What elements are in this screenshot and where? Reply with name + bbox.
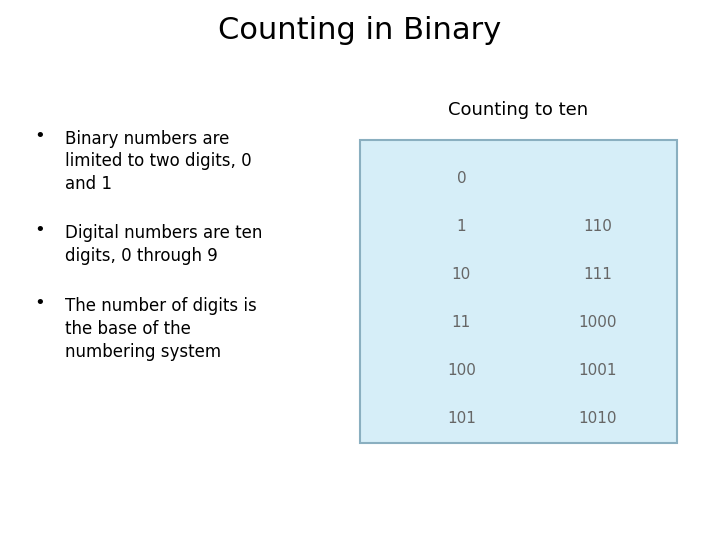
Text: 0: 0 bbox=[456, 171, 466, 186]
Text: 11: 11 bbox=[451, 315, 471, 330]
Text: 111: 111 bbox=[583, 267, 612, 282]
Text: 110: 110 bbox=[583, 219, 612, 234]
Text: Counting in Binary: Counting in Binary bbox=[218, 16, 502, 45]
Text: 1000: 1000 bbox=[578, 315, 617, 330]
FancyBboxPatch shape bbox=[360, 140, 677, 443]
Text: Binary numbers are
limited to two digits, 0
and 1: Binary numbers are limited to two digits… bbox=[65, 130, 251, 193]
Text: Digital numbers are ten
digits, 0 through 9: Digital numbers are ten digits, 0 throug… bbox=[65, 224, 262, 265]
Text: 1010: 1010 bbox=[578, 411, 617, 426]
Text: 1001: 1001 bbox=[578, 363, 617, 379]
Text: •: • bbox=[35, 127, 45, 145]
Text: 101: 101 bbox=[447, 411, 476, 426]
Text: 100: 100 bbox=[447, 363, 476, 379]
Text: 10: 10 bbox=[451, 267, 471, 282]
Text: •: • bbox=[35, 221, 45, 239]
Text: •: • bbox=[35, 294, 45, 312]
Text: The number of digits is
the base of the
numbering system: The number of digits is the base of the … bbox=[65, 297, 256, 361]
Text: Counting to ten: Counting to ten bbox=[449, 101, 588, 119]
Text: 1: 1 bbox=[456, 219, 466, 234]
